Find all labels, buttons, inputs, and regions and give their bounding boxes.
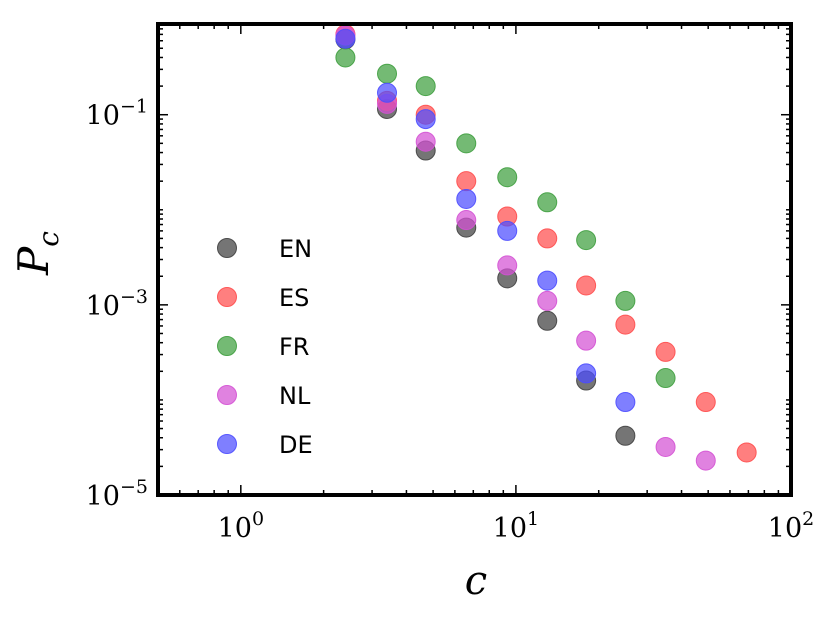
- data-point-de: [377, 82, 398, 103]
- data-point-nl: [415, 131, 436, 152]
- y-tick-label-base: 10: [86, 291, 120, 322]
- data-point-fr: [415, 76, 436, 97]
- legend-marker: [217, 434, 237, 454]
- x-tick-label: 100: [218, 508, 264, 544]
- y-axis-title: Pc: [9, 231, 65, 276]
- legend-item-de: DE: [217, 431, 313, 459]
- legend-label: DE: [279, 431, 313, 459]
- y-tick-labels: 10−110−310−5: [86, 96, 148, 512]
- data-point-nl: [695, 450, 716, 471]
- data-point-fr: [576, 230, 597, 251]
- data-point-de: [537, 270, 558, 291]
- legend-item-es: ES: [217, 284, 309, 312]
- legend: EN ES FR NL DE: [217, 235, 313, 459]
- series-de: [335, 28, 636, 413]
- data-point-es: [537, 228, 558, 249]
- y-tick-label-exponent: −5: [120, 476, 148, 498]
- data-point-es: [695, 392, 716, 413]
- plot-frame: [156, 22, 793, 497]
- data-point-en: [615, 425, 636, 446]
- y-tick-label: 10−3: [86, 286, 148, 322]
- data-point-es: [655, 341, 676, 362]
- data-point-en: [537, 310, 558, 331]
- x-tick-label: 102: [768, 508, 814, 544]
- data-point-fr: [335, 47, 356, 68]
- legend-marker: [217, 238, 237, 258]
- x-tick-label-exponent: 2: [802, 508, 814, 530]
- y-tick-label-exponent: −3: [120, 286, 148, 308]
- series-fr: [335, 47, 676, 389]
- x-tick-label-exponent: 1: [527, 508, 539, 530]
- x-tick-label-exponent: 0: [252, 508, 264, 530]
- legend-marker: [217, 287, 237, 307]
- legend-label: EN: [279, 235, 312, 263]
- legend-label: FR: [279, 333, 309, 361]
- data-point-es: [576, 275, 597, 296]
- y-tick-label-exponent: −1: [120, 96, 148, 118]
- x-tick-labels: 100 101 102: [218, 508, 815, 544]
- y-tick-label: 10−5: [86, 476, 148, 512]
- x-tick-label-base: 10: [768, 513, 802, 544]
- data-point-nl: [655, 436, 676, 457]
- data-point-nl: [456, 210, 477, 231]
- data-point-de: [456, 188, 477, 209]
- data-point-de: [415, 109, 436, 130]
- y-tick-label-base: 10: [86, 481, 120, 512]
- axis-ticks: [157, 23, 792, 496]
- x-tick-label-base: 10: [493, 513, 527, 544]
- x-tick-label-base: 10: [218, 513, 252, 544]
- data-point-fr: [377, 63, 398, 84]
- y-axis-title-main: P: [9, 246, 58, 276]
- data-point-es: [736, 442, 757, 463]
- data-point-nl: [537, 290, 558, 311]
- data-point-de: [615, 392, 636, 413]
- data-point-fr: [456, 133, 477, 154]
- data-point-fr: [537, 192, 558, 213]
- data-point-es: [615, 314, 636, 335]
- data-point-de: [335, 28, 356, 49]
- svg-text:Pc: Pc: [9, 231, 65, 276]
- data-point-fr: [655, 368, 676, 389]
- legend-label: NL: [279, 382, 311, 410]
- x-axis-title: c: [465, 558, 487, 604]
- data-point-fr: [615, 290, 636, 311]
- data-point-de: [576, 363, 597, 384]
- data-point-nl: [576, 330, 597, 351]
- y-tick-label: 10−1: [86, 96, 148, 132]
- legend-item-fr: FR: [217, 333, 309, 361]
- data-point-nl: [497, 255, 518, 276]
- data-point-es: [456, 171, 477, 192]
- x-tick-label: 101: [493, 508, 539, 544]
- data-point-fr: [497, 167, 518, 188]
- legend-marker: [217, 385, 237, 405]
- legend-marker: [217, 336, 237, 356]
- legend-item-nl: NL: [217, 382, 311, 410]
- legend-label: ES: [279, 284, 309, 312]
- y-axis-title-sub: c: [32, 231, 65, 247]
- data-point-de: [497, 220, 518, 241]
- series-es: [335, 24, 757, 463]
- data-points: [335, 24, 757, 471]
- y-tick-label-base: 10: [86, 101, 120, 132]
- legend-item-en: EN: [217, 235, 312, 263]
